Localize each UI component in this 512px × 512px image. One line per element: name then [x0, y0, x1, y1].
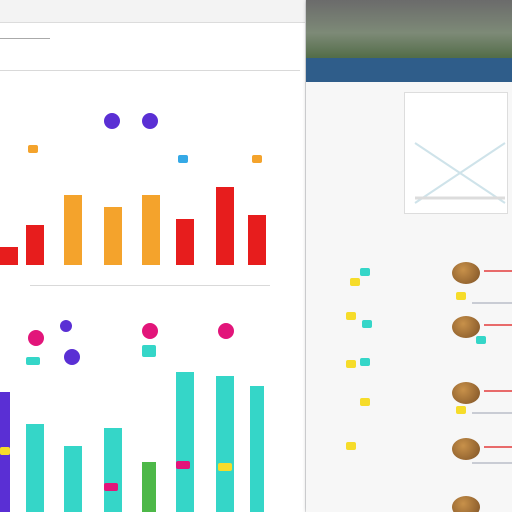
diagram-card: [404, 92, 508, 214]
avatar: [452, 262, 480, 284]
progress-line: [484, 390, 512, 392]
chart-point[interactable]: [104, 113, 120, 129]
list-item[interactable]: [306, 436, 512, 476]
chart-bar[interactable]: [176, 372, 194, 512]
chart-point[interactable]: [60, 320, 72, 332]
legend-chip: [104, 483, 118, 491]
progress-line: [472, 302, 512, 304]
chart-bar[interactable]: [250, 386, 264, 512]
left-window: [0, 0, 305, 512]
chart-bar[interactable]: [142, 462, 156, 512]
chart-bar[interactable]: [104, 428, 122, 512]
divider: [0, 38, 50, 39]
avatar: [452, 438, 480, 460]
progress-line: [484, 324, 512, 326]
legend-chip: [0, 447, 10, 455]
list-item[interactable]: [306, 256, 512, 306]
legend-chip: [176, 461, 190, 469]
chart-bar[interactable]: [64, 446, 82, 512]
list: [306, 248, 512, 512]
chart-bar[interactable]: [216, 187, 234, 265]
avatar: [452, 496, 480, 512]
chart-point[interactable]: [218, 323, 234, 339]
status-chip: [360, 268, 370, 276]
chart-top: [0, 95, 300, 265]
photo-banner: [306, 0, 512, 60]
avatar: [452, 382, 480, 404]
chart-bar[interactable]: [26, 225, 44, 265]
avatar: [452, 316, 480, 338]
window-toolbar: [0, 0, 305, 23]
list-item[interactable]: [306, 476, 512, 512]
chart-point[interactable]: [142, 113, 158, 129]
chart-bar[interactable]: [26, 424, 44, 512]
status-chip: [476, 336, 486, 344]
chart-bar[interactable]: [176, 219, 194, 265]
list-item[interactable]: [306, 396, 512, 436]
chart-point[interactable]: [28, 330, 44, 346]
legend-chip: [142, 345, 156, 357]
chart-bar[interactable]: [0, 247, 18, 265]
progress-line: [484, 270, 512, 272]
legend-chip: [28, 145, 38, 153]
list-item[interactable]: [306, 308, 512, 352]
status-chip: [350, 278, 360, 286]
divider: [30, 285, 270, 286]
chart-bar[interactable]: [216, 376, 234, 512]
app-header: [306, 58, 512, 82]
chart-point[interactable]: [142, 323, 158, 339]
status-chip: [360, 358, 370, 366]
status-chip: [346, 312, 356, 320]
legend-chip: [178, 155, 188, 163]
status-chip: [346, 442, 356, 450]
status-chip: [362, 320, 372, 328]
diagram-lines: [414, 142, 506, 204]
status-chip: [456, 406, 466, 414]
legend-chip: [26, 357, 40, 365]
chart-point[interactable]: [64, 349, 80, 365]
progress-line: [484, 446, 512, 448]
chart-bar[interactable]: [248, 215, 266, 265]
progress-line: [472, 462, 512, 464]
chart-bar[interactable]: [104, 207, 122, 265]
status-chip: [456, 292, 466, 300]
progress-line: [472, 412, 512, 414]
list-item[interactable]: [306, 352, 512, 404]
chart-bottom: [0, 315, 300, 512]
chart-bar[interactable]: [142, 195, 160, 265]
divider: [0, 70, 300, 71]
right-window: [306, 0, 512, 512]
legend-chip: [252, 155, 262, 163]
legend-chip: [218, 463, 232, 471]
status-chip: [360, 398, 370, 406]
chart-bar[interactable]: [64, 195, 82, 265]
status-chip: [346, 360, 356, 368]
